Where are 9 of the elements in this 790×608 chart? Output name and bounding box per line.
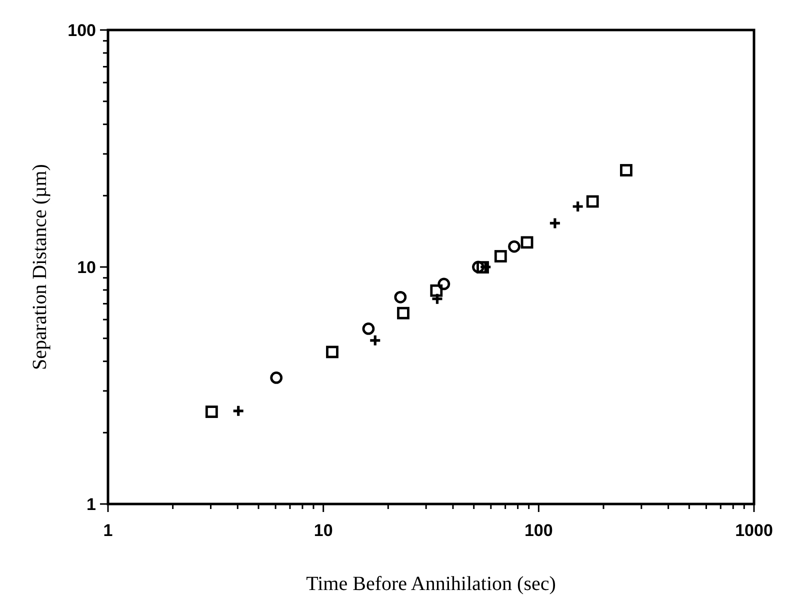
x-axis-title: Time Before Annihilation (sec) <box>306 573 556 595</box>
y-tick-label: 10 <box>77 258 96 277</box>
x-tick-label: 10 <box>314 521 333 540</box>
y-axis-title: Separation Distance (µm) <box>29 164 51 370</box>
y-tick-label: 100 <box>68 21 96 40</box>
y-tick-label: 1 <box>86 495 96 514</box>
x-tick-label: 1 <box>103 521 113 540</box>
x-tick-label: 100 <box>524 521 553 540</box>
x-tick-label: 1000 <box>735 521 773 540</box>
